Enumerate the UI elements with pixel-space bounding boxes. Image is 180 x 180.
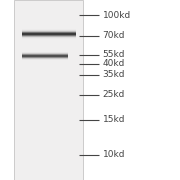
Text: 55kd: 55kd <box>103 50 125 59</box>
Text: 70kd: 70kd <box>103 31 125 40</box>
Text: 10kd: 10kd <box>103 150 125 159</box>
Text: 35kd: 35kd <box>103 70 125 79</box>
Text: 25kd: 25kd <box>103 90 125 99</box>
Text: 100kd: 100kd <box>103 11 131 20</box>
Bar <box>14 0 83 180</box>
Text: 15kd: 15kd <box>103 115 125 124</box>
Text: 40kd: 40kd <box>103 59 125 68</box>
